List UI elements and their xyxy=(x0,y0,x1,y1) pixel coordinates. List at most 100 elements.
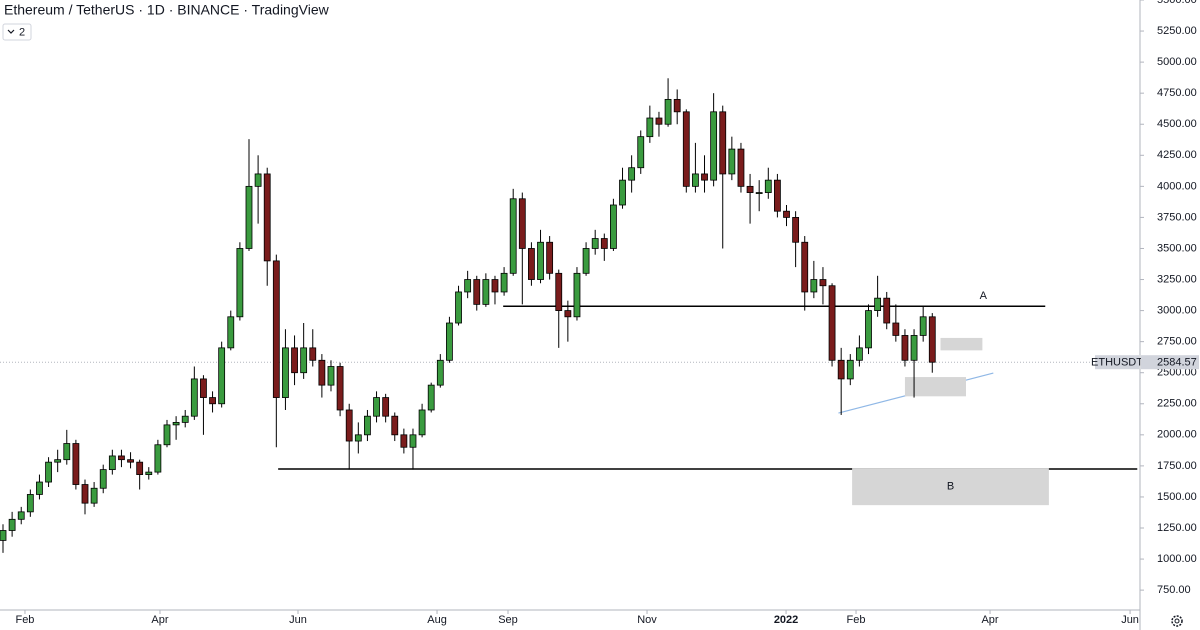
candle-body xyxy=(26,494,34,513)
candle-body xyxy=(373,397,380,417)
candle-body xyxy=(172,422,180,426)
y-tick-label: 4000.00 xyxy=(1157,180,1197,192)
candle-body xyxy=(710,111,718,181)
candle-body xyxy=(309,347,317,361)
candle-body xyxy=(336,366,344,411)
candle-body xyxy=(564,310,572,318)
candle-body xyxy=(828,285,836,361)
candle-body xyxy=(108,455,116,471)
x-tick-label: Feb xyxy=(15,614,34,626)
indicator-toggle[interactable]: 2 xyxy=(2,23,32,41)
candle-body xyxy=(72,443,80,485)
y-tick-label: 4250.00 xyxy=(1157,149,1197,161)
candle-body xyxy=(728,148,736,175)
candle-body xyxy=(354,434,362,442)
candle-body xyxy=(327,366,335,386)
candle-body xyxy=(901,335,909,361)
y-tick-label: 1750.00 xyxy=(1157,460,1197,472)
y-tick-label: 2000.00 xyxy=(1157,429,1197,441)
symbol-tag-bg xyxy=(1095,355,1139,370)
candle-body xyxy=(482,279,490,305)
candle-body xyxy=(528,248,535,280)
candle-body xyxy=(400,434,408,448)
candle-body xyxy=(910,335,918,361)
candle-body xyxy=(509,198,517,274)
chart-title: Ethereum / TetherUS · 1D · BINANCE · Tra… xyxy=(4,2,330,18)
y-tick-label: 5500.00 xyxy=(1157,0,1197,6)
candle-body xyxy=(364,415,371,436)
price-tag: 2584.57 xyxy=(1157,357,1197,369)
annotation-box xyxy=(852,468,1049,506)
candle-body xyxy=(892,322,900,336)
candle-body xyxy=(418,409,426,436)
candle-body xyxy=(181,415,189,423)
y-tick-label: 3750.00 xyxy=(1157,211,1197,223)
candle-body xyxy=(190,378,198,417)
candle-body xyxy=(318,359,326,386)
candle-body xyxy=(118,455,125,461)
y-tick-label: 1250.00 xyxy=(1157,522,1197,534)
x-tick-label: Aug xyxy=(427,614,447,626)
candle-body xyxy=(200,378,207,398)
y-tick-label: 2750.00 xyxy=(1157,336,1197,348)
candle-body xyxy=(792,217,800,243)
candle-body xyxy=(928,316,936,363)
candle-body xyxy=(701,173,708,181)
candle-body xyxy=(473,279,481,305)
settings-button[interactable] xyxy=(1171,615,1183,627)
candle-body xyxy=(855,347,863,361)
candle-body xyxy=(610,204,617,249)
candle-body xyxy=(127,459,134,463)
candle-body xyxy=(236,248,244,318)
candle-body xyxy=(537,241,544,280)
y-tick-label: 2500.00 xyxy=(1157,367,1197,379)
candle-body xyxy=(154,444,162,473)
x-tick-label: Apr xyxy=(151,614,168,626)
annotation-label: A xyxy=(980,290,988,302)
candle-body xyxy=(783,210,790,218)
plot-area: AB xyxy=(0,78,1140,553)
annotation-label: B xyxy=(947,481,954,493)
candle-body xyxy=(555,272,563,311)
candle-body xyxy=(409,434,417,448)
candle-body xyxy=(819,279,827,287)
candle-body xyxy=(600,238,608,249)
candle-body xyxy=(664,98,672,125)
y-tick-label: 3250.00 xyxy=(1157,273,1197,285)
annotation-box xyxy=(904,377,966,397)
candle-body xyxy=(619,179,626,206)
candle-body xyxy=(99,469,107,489)
x-tick-label: Jun xyxy=(1121,614,1139,626)
y-tick-label: 750.00 xyxy=(1157,584,1191,596)
candle-body xyxy=(628,167,636,181)
candle-body xyxy=(865,310,872,349)
candle-body xyxy=(764,179,772,193)
candle-body xyxy=(673,98,681,113)
candle-body xyxy=(774,179,781,212)
y-tick-label: 2250.00 xyxy=(1157,398,1197,410)
candle-body xyxy=(63,443,71,461)
candle-body xyxy=(446,322,453,361)
candle-body xyxy=(755,192,763,194)
candle-body xyxy=(746,185,754,193)
candle-body xyxy=(291,347,298,374)
candle-body xyxy=(8,518,16,531)
x-tick-label: Apr xyxy=(981,614,998,626)
candle-body xyxy=(692,173,699,187)
candle-body xyxy=(719,111,727,175)
candle-body xyxy=(0,530,7,541)
x-tick-label: Feb xyxy=(847,614,866,626)
candle-body xyxy=(846,359,854,380)
candle-body xyxy=(573,272,581,318)
symbol-tag: ETHUSDT xyxy=(1091,357,1143,369)
candle-body xyxy=(546,241,554,274)
candle-body xyxy=(837,359,845,380)
y-tick-label: 1000.00 xyxy=(1157,553,1197,565)
candle-body xyxy=(637,136,645,169)
candle-body xyxy=(464,279,472,293)
annotation-box xyxy=(940,337,983,351)
y-tick-label: 5000.00 xyxy=(1157,56,1197,68)
candle-body xyxy=(54,459,62,463)
